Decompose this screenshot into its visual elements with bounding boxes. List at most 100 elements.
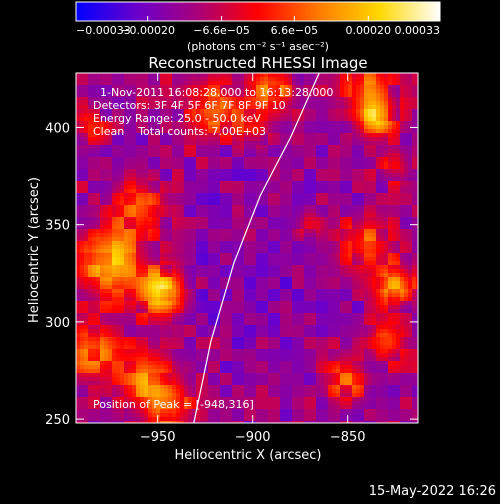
heatmap-cell	[104, 141, 108, 145]
heatmap-cell	[356, 241, 360, 245]
heatmap-cell	[336, 237, 340, 241]
heatmap-cell	[384, 73, 388, 77]
heatmap-cell	[180, 205, 184, 209]
heatmap-cell	[220, 81, 224, 85]
heatmap-cell	[212, 253, 216, 257]
heatmap-cell	[396, 233, 400, 237]
heatmap-cell	[172, 273, 176, 277]
heatmap-cell	[228, 149, 232, 153]
heatmap-cell	[112, 217, 116, 221]
heatmap-cell	[140, 153, 144, 157]
heatmap-cell	[316, 185, 320, 189]
heatmap-cell	[200, 189, 204, 193]
heatmap-cell	[184, 173, 188, 177]
heatmap-cell	[272, 293, 276, 297]
heatmap-cell	[108, 149, 112, 153]
heatmap-cell	[408, 245, 412, 249]
heatmap-cell	[176, 249, 180, 253]
heatmap-cell	[132, 73, 136, 77]
heatmap-cell	[336, 253, 340, 257]
heatmap-cell	[376, 121, 380, 125]
heatmap-cell	[140, 161, 144, 165]
heatmap-cell	[324, 293, 328, 297]
heatmap-cell	[312, 189, 316, 193]
heatmap-cell	[312, 117, 316, 121]
heatmap-cell	[388, 281, 392, 285]
heatmap-cell	[400, 121, 404, 125]
heatmap-cell	[332, 277, 336, 281]
heatmap-cell	[336, 185, 340, 189]
heatmap-cell	[160, 221, 164, 225]
heatmap-cell	[412, 281, 416, 285]
heatmap-cell	[232, 233, 236, 237]
heatmap-cell	[112, 177, 116, 181]
heatmap-cell	[396, 281, 400, 285]
heatmap-cell	[368, 185, 372, 189]
heatmap-cell	[196, 201, 200, 205]
heatmap-cell	[96, 237, 100, 241]
heatmap-cell	[328, 225, 332, 229]
heatmap-cell	[288, 165, 292, 169]
heatmap-cell	[300, 229, 304, 233]
heatmap-cell	[284, 233, 288, 237]
heatmap-cell	[356, 213, 360, 217]
heatmap-cell	[220, 161, 224, 165]
heatmap-cell	[80, 97, 84, 101]
heatmap-cell	[220, 273, 224, 277]
heatmap-cell	[208, 257, 212, 261]
heatmap-cell	[280, 241, 284, 245]
heatmap-cell	[224, 265, 228, 269]
heatmap-cell	[184, 217, 188, 221]
heatmap-cell	[208, 293, 212, 297]
heatmap-cell	[216, 201, 220, 205]
heatmap-cell	[132, 213, 136, 217]
heatmap-cell	[336, 189, 340, 193]
heatmap-cell	[152, 281, 156, 285]
heatmap-cell	[376, 153, 380, 157]
heatmap-cell	[128, 241, 132, 245]
heatmap-cell	[176, 257, 180, 261]
heatmap-cell	[240, 77, 244, 81]
heatmap-cell	[216, 73, 220, 77]
heatmap-cell	[124, 145, 128, 149]
heatmap-cell	[144, 225, 148, 229]
heatmap-cell	[412, 121, 416, 125]
heatmap-cell	[320, 249, 324, 253]
heatmap-cell	[96, 269, 100, 273]
heatmap-cell	[384, 289, 388, 293]
heatmap-cell	[312, 301, 316, 305]
heatmap-cell	[112, 221, 116, 225]
heatmap-cell	[320, 81, 324, 85]
heatmap-cell	[396, 269, 400, 273]
heatmap-cell	[372, 265, 376, 269]
heatmap-cell	[104, 241, 108, 245]
heatmap-cell	[260, 73, 264, 77]
heatmap-cell	[356, 105, 360, 109]
heatmap-cell	[344, 177, 348, 181]
heatmap-cell	[320, 281, 324, 285]
heatmap-cell	[192, 249, 196, 253]
heatmap-cell	[272, 237, 276, 241]
heatmap-cell	[152, 145, 156, 149]
heatmap-cell	[204, 213, 208, 217]
heatmap-cell	[232, 245, 236, 249]
heatmap-cell	[348, 205, 352, 209]
heatmap-cell	[124, 201, 128, 205]
heatmap-cell	[372, 113, 376, 117]
heatmap-cell	[296, 77, 300, 81]
heatmap-cell	[80, 141, 84, 145]
heatmap-cell	[208, 237, 212, 241]
heatmap-cell	[328, 141, 332, 145]
heatmap-cell	[80, 89, 84, 93]
heatmap-cell	[348, 77, 352, 81]
heatmap-cell	[296, 193, 300, 197]
heatmap-cell	[308, 201, 312, 205]
heatmap-cell	[144, 189, 148, 193]
heatmap-cell	[328, 273, 332, 277]
heatmap-cell	[360, 261, 364, 265]
heatmap-cell	[308, 145, 312, 149]
heatmap-cell	[80, 229, 84, 233]
heatmap-cell	[208, 217, 212, 221]
heatmap-cell	[292, 269, 296, 273]
heatmap-cell	[256, 157, 260, 161]
